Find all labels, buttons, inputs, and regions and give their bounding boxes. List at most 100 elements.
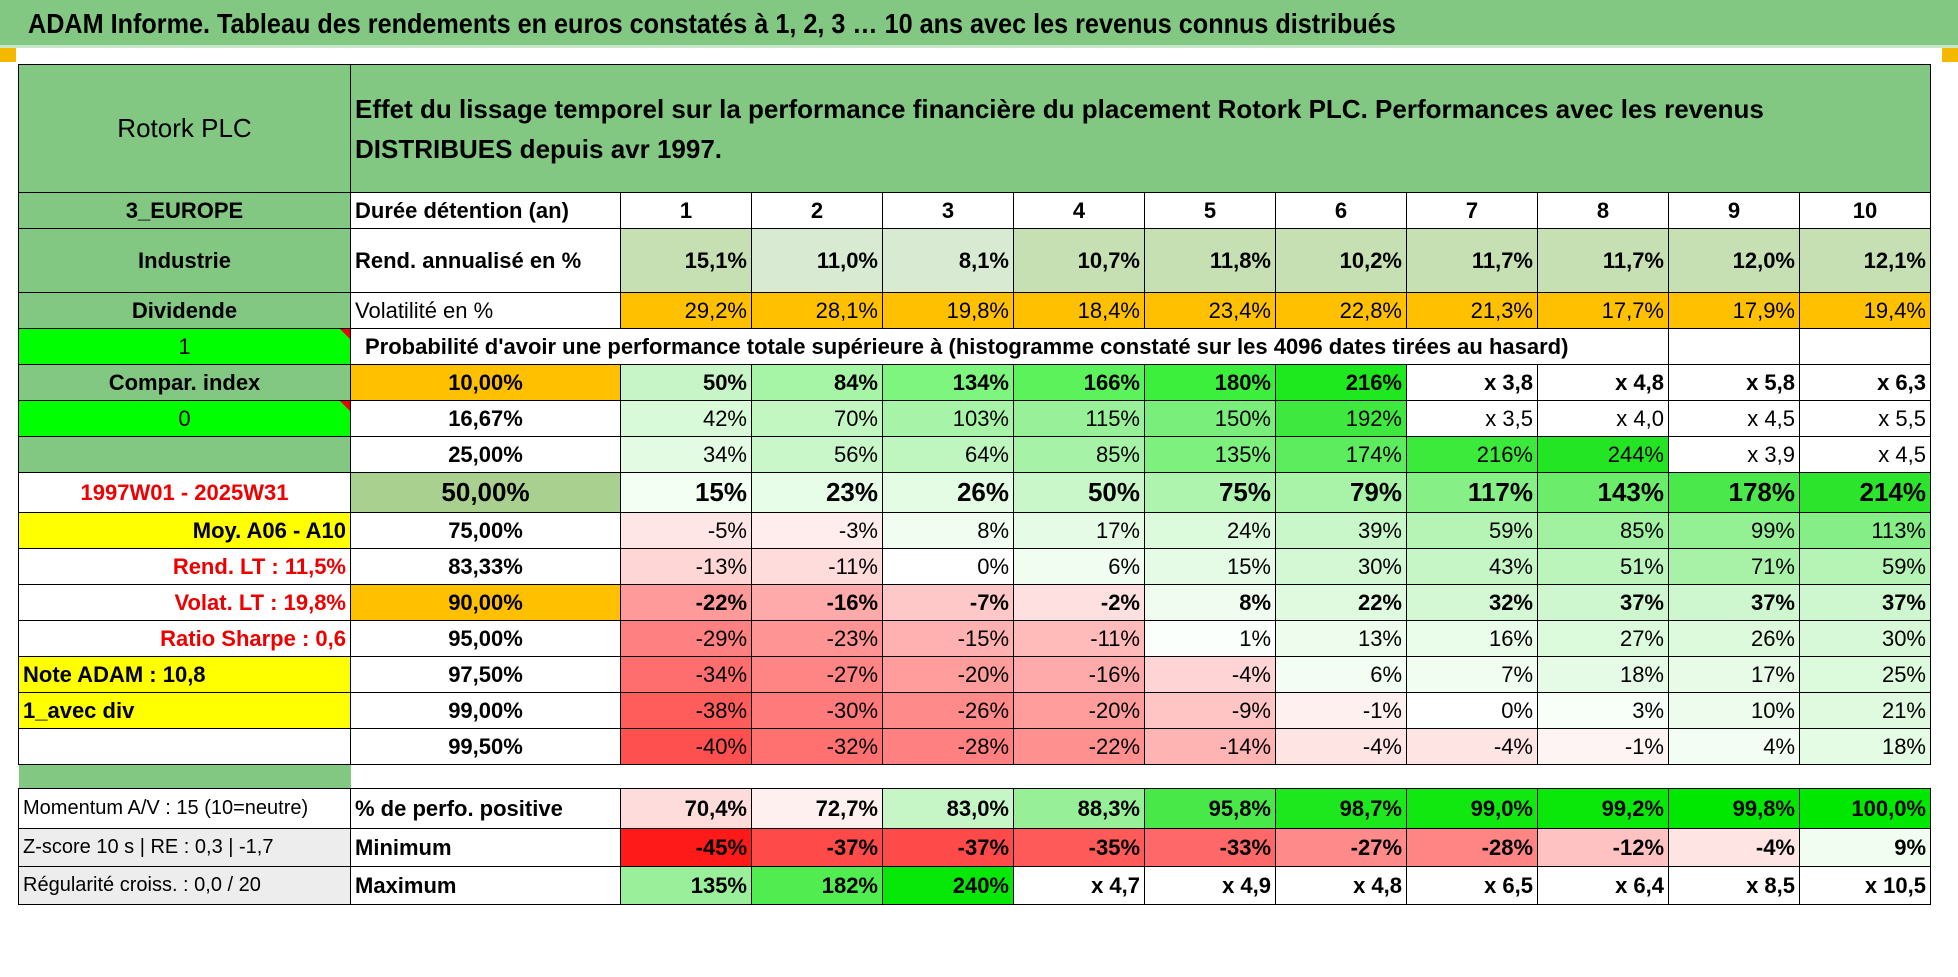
min-cell: -12% [1537, 828, 1669, 867]
prob-cell: 37% [1799, 584, 1931, 621]
prob-cell: 178% [1668, 472, 1800, 513]
prob-cell: 15% [620, 472, 752, 513]
prob-cell: 10% [1668, 692, 1800, 729]
prob-cell: 56% [751, 436, 883, 473]
min-cell: -28% [1406, 828, 1538, 867]
duration-label: Durée détention (an) [350, 192, 621, 229]
max-cell: 182% [751, 866, 883, 905]
vol-cell: 17,7% [1537, 292, 1669, 329]
prob-cell: x 6,3 [1799, 364, 1931, 401]
moy-label: Moy. A06 - A10 [18, 512, 351, 549]
year-cell: 6 [1275, 192, 1407, 229]
prob-cell: 23% [751, 472, 883, 513]
prob-cell: -1% [1275, 692, 1407, 729]
prob-cell: 6% [1275, 656, 1407, 693]
prob-cell: -15% [882, 620, 1014, 657]
positive-cell: 99,0% [1406, 788, 1538, 829]
vol-cell: 19,4% [1799, 292, 1931, 329]
prob-cell: x 5,8 [1668, 364, 1800, 401]
prob-cell: 30% [1275, 548, 1407, 585]
prob-cell: 59% [1406, 512, 1538, 549]
prob-cell: -32% [751, 728, 883, 765]
prob-cell: 214% [1799, 472, 1931, 513]
prob-cell: 4% [1668, 728, 1800, 765]
prob-cell: -22% [1013, 728, 1145, 765]
empty-cell [1668, 328, 1800, 365]
max-cell: x 8,5 [1668, 866, 1800, 905]
report-title: ADAM Informe. Tableau des rendements en … [28, 8, 1396, 39]
prob-cell: 115% [1013, 400, 1145, 437]
min-cell: -35% [1013, 828, 1145, 867]
year-cell: 2 [751, 192, 883, 229]
prob-cell: 27% [1537, 620, 1669, 657]
dividend-label: Dividende [18, 292, 351, 329]
prob-cell: 18% [1537, 656, 1669, 693]
prob-cell: -40% [620, 728, 752, 765]
prob-cell: 84% [751, 364, 883, 401]
positive-cell: 72,7% [751, 788, 883, 829]
prob-cell: -23% [751, 620, 883, 657]
prob-cell: 39% [1275, 512, 1407, 549]
prob-threshold: 75,00% [350, 512, 621, 549]
prob-cell: -4% [1275, 728, 1407, 765]
prob-cell: -9% [1144, 692, 1276, 729]
prob-cell: 135% [1144, 436, 1276, 473]
zscore-label: Z-score 10 s | RE : 0,3 | -1,7 [18, 828, 351, 867]
prob-cell: 32% [1406, 584, 1538, 621]
vol-cell: 19,8% [882, 292, 1014, 329]
max-cell: x 6,4 [1537, 866, 1669, 905]
option-one-cell[interactable]: 1 [18, 328, 351, 365]
vol-cell: 28,1% [751, 292, 883, 329]
prob-cell: -30% [751, 692, 883, 729]
sector-label: Industrie [18, 228, 351, 293]
prob-cell: 8% [1144, 584, 1276, 621]
prob-cell: 70% [751, 400, 883, 437]
title-bar: ADAM Informe. Tableau des rendements en … [0, 0, 1958, 48]
option-zero-cell[interactable]: 0 [18, 400, 351, 437]
prob-cell: 75% [1144, 472, 1276, 513]
prob-threshold: 25,00% [350, 436, 621, 473]
period-label: 1997W01 - 2025W31 [18, 472, 351, 513]
regularity-label: Régularité croiss. : 0,0 / 20 [18, 866, 351, 905]
vol-cell: 23,4% [1144, 292, 1276, 329]
vol-row: Dividende Volatilité en % 29,2% 28,1% 19… [18, 292, 1931, 329]
positive-cell: 98,7% [1275, 788, 1407, 829]
year-cell: 10 [1799, 192, 1931, 229]
prob-cell: -20% [882, 656, 1014, 693]
rend-lt-label: Rend. LT : 11,5% [18, 548, 351, 585]
corner-marker-left [0, 48, 16, 62]
prob-cell: 51% [1537, 548, 1669, 585]
prob-threshold: 10,00% [350, 364, 621, 401]
prob-cell: 34% [620, 436, 752, 473]
prob-cell: 18% [1799, 728, 1931, 765]
prob-cell: 22% [1275, 584, 1407, 621]
prob-cell: 37% [1668, 584, 1800, 621]
prob-cell: x 4,8 [1537, 364, 1669, 401]
prob-cell: 216% [1406, 436, 1538, 473]
rend-cell: 11,7% [1406, 228, 1538, 293]
prob-cell: 13% [1275, 620, 1407, 657]
prob-threshold: 99,00% [350, 692, 621, 729]
year-cell: 7 [1406, 192, 1538, 229]
prob-cell: -13% [620, 548, 752, 585]
empty-cell [1799, 328, 1931, 365]
spacer-blank [350, 764, 1931, 789]
prob-cell: 17% [1668, 656, 1800, 693]
vol-cell: 17,9% [1668, 292, 1800, 329]
prob-cell: 6% [1013, 548, 1145, 585]
prob-cell: 24% [1144, 512, 1276, 549]
prob-cell: -1% [1537, 728, 1669, 765]
min-row: Z-score 10 s | RE : 0,3 | -1,7 Minimum -… [18, 828, 1931, 867]
prob-cell: -29% [620, 620, 752, 657]
year-cell: 3 [882, 192, 1014, 229]
prob-threshold: 99,50% [350, 728, 621, 765]
prob-cell: -28% [882, 728, 1014, 765]
prob-cell: 0% [1406, 692, 1538, 729]
max-row: Régularité croiss. : 0,0 / 20 Maximum 13… [18, 866, 1931, 905]
prob-cell: -14% [1144, 728, 1276, 765]
prob-cell: 99% [1668, 512, 1800, 549]
prob-row: Compar. index 10,00% 50% 84% 134% 166% 180% 216… [18, 364, 1931, 401]
max-cell: x 10,5 [1799, 866, 1931, 905]
prob-cell: -7% [882, 584, 1014, 621]
prob-cell: 50% [620, 364, 752, 401]
